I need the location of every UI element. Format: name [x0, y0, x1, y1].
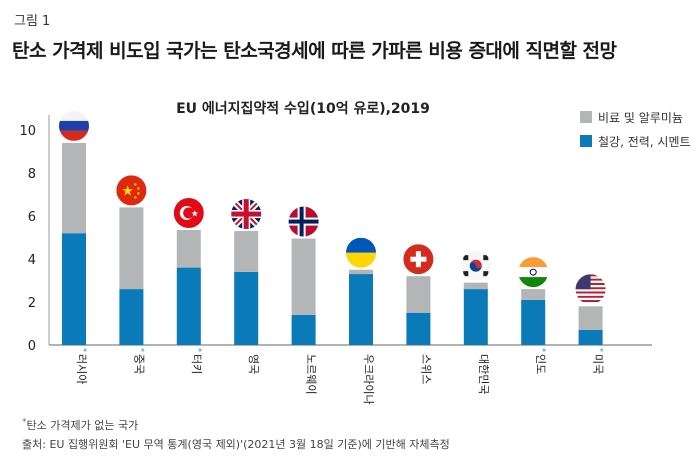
- india-flag-icon: [518, 257, 549, 288]
- bar-segment: [406, 276, 431, 313]
- svg-text:★: ★: [121, 183, 134, 199]
- x-tick-label: 러시아: [75, 354, 88, 384]
- legend-swatch: [580, 111, 592, 123]
- chart-title: EU 에너지집약적 수입(10억 유로),2019: [176, 100, 430, 117]
- x-tick-label: 스위스: [419, 354, 432, 384]
- legend-label: 비료 및 알루미늄: [598, 111, 683, 125]
- x-tick-label-group: 중국 *: [132, 348, 145, 374]
- x-tick-label: 대한민국: [477, 354, 490, 394]
- x-tick-label-group: 대한민국: [477, 354, 490, 394]
- x-tick-label: 노르웨이: [305, 354, 318, 394]
- bars: [62, 142, 603, 345]
- bar-segment: [119, 207, 144, 290]
- bar-segment: [349, 269, 373, 275]
- axes: 0 2 4 6 8 10: [19, 115, 652, 354]
- no-carbon-pricing-marker: *: [136, 348, 145, 352]
- turkey-flag-icon: ★: [173, 197, 204, 228]
- svg-text:★: ★: [191, 209, 199, 219]
- ukraine-flag-icon: [346, 237, 376, 268]
- x-tick-label-group: 스위스: [419, 354, 432, 384]
- bar-segment: [176, 267, 201, 345]
- y-tick-label: 4: [28, 253, 36, 268]
- x-tick-label-group: 인도 *: [534, 348, 547, 374]
- figure-label: 그림 1: [14, 14, 51, 29]
- x-tick-label-group: 우크라이나: [362, 354, 375, 405]
- bar-segment: [349, 274, 373, 345]
- bar-segment: [463, 282, 488, 290]
- russia-flag-icon: [59, 110, 89, 141]
- no-carbon-pricing-marker: *: [538, 348, 547, 352]
- x-tick-label-group: 터키 *: [190, 348, 203, 374]
- footnote: *탄소 가격제가 없는 국가: [22, 417, 138, 433]
- bar-segment: [406, 312, 431, 345]
- korea-flag-icon: [460, 250, 491, 281]
- x-tick-label: 미국: [592, 354, 605, 374]
- x-tick-label: 터키: [190, 354, 203, 374]
- bar-segment: [234, 231, 259, 272]
- bar-segment: [176, 229, 201, 268]
- x-tick-label-group: 미국 *: [592, 348, 605, 374]
- no-carbon-pricing-marker: *: [596, 348, 605, 352]
- bar-segment: [291, 314, 316, 345]
- bar-segment: [234, 271, 259, 345]
- x-tick-label: 우크라이나: [362, 354, 375, 405]
- x-tick-label: 인도: [534, 354, 547, 374]
- china-flag-icon: ★: [116, 175, 147, 206]
- x-tick-label: 영국: [247, 354, 260, 374]
- footnote-marker: *: [22, 417, 27, 428]
- bar-segment: [62, 233, 86, 345]
- bar-segment: [463, 289, 488, 345]
- bar-segment: [521, 289, 546, 300]
- y-tick-label: 8: [28, 167, 36, 182]
- x-tick-label-group: 러시아 *: [75, 348, 88, 384]
- y-tick-label: 2: [28, 296, 36, 311]
- footnote-text: 탄소 가격제가 없는 국가: [26, 419, 139, 432]
- y-tick-label: 10: [19, 124, 36, 139]
- bar-segment: [119, 289, 144, 345]
- x-tick-label: 중국: [132, 354, 145, 374]
- uk-flag-icon: [231, 199, 262, 230]
- y-tick-label: 0: [28, 339, 36, 354]
- x-tick-label-group: 노르웨이: [305, 354, 318, 394]
- source-note: 출처: EU 집행위원회 'EU 무역 통계(영국 제외)'(2021년 3월 …: [22, 438, 450, 451]
- switzerland-flag-icon: [403, 244, 434, 275]
- x-tick-label-group: 영국: [247, 354, 260, 374]
- flags: ★★: [59, 110, 606, 305]
- headline: 탄소 가격제 비도입 국가는 탄소국경세에 따른 가파른 비용 증대에 직면할 …: [12, 40, 617, 62]
- bar-segment: [521, 299, 546, 345]
- x-tick-labels: 러시아 * 중국 * 터키 * 영국 노르웨이 우크라이나 스위스 대한민국 인도 * 미국 *: [75, 348, 605, 405]
- bar-segment: [578, 329, 603, 345]
- bar-segment: [62, 142, 86, 234]
- bar-segment: [291, 238, 316, 315]
- no-carbon-pricing-marker: *: [79, 348, 88, 352]
- legend-label: 철강, 전력, 시멘트: [598, 135, 691, 149]
- legend-swatch: [580, 135, 592, 147]
- norway-flag-icon: [288, 206, 319, 237]
- no-carbon-pricing-marker: *: [194, 348, 203, 352]
- usa-flag-icon: [575, 274, 606, 305]
- bar-segment: [578, 306, 603, 330]
- y-tick-label: 6: [28, 210, 36, 225]
